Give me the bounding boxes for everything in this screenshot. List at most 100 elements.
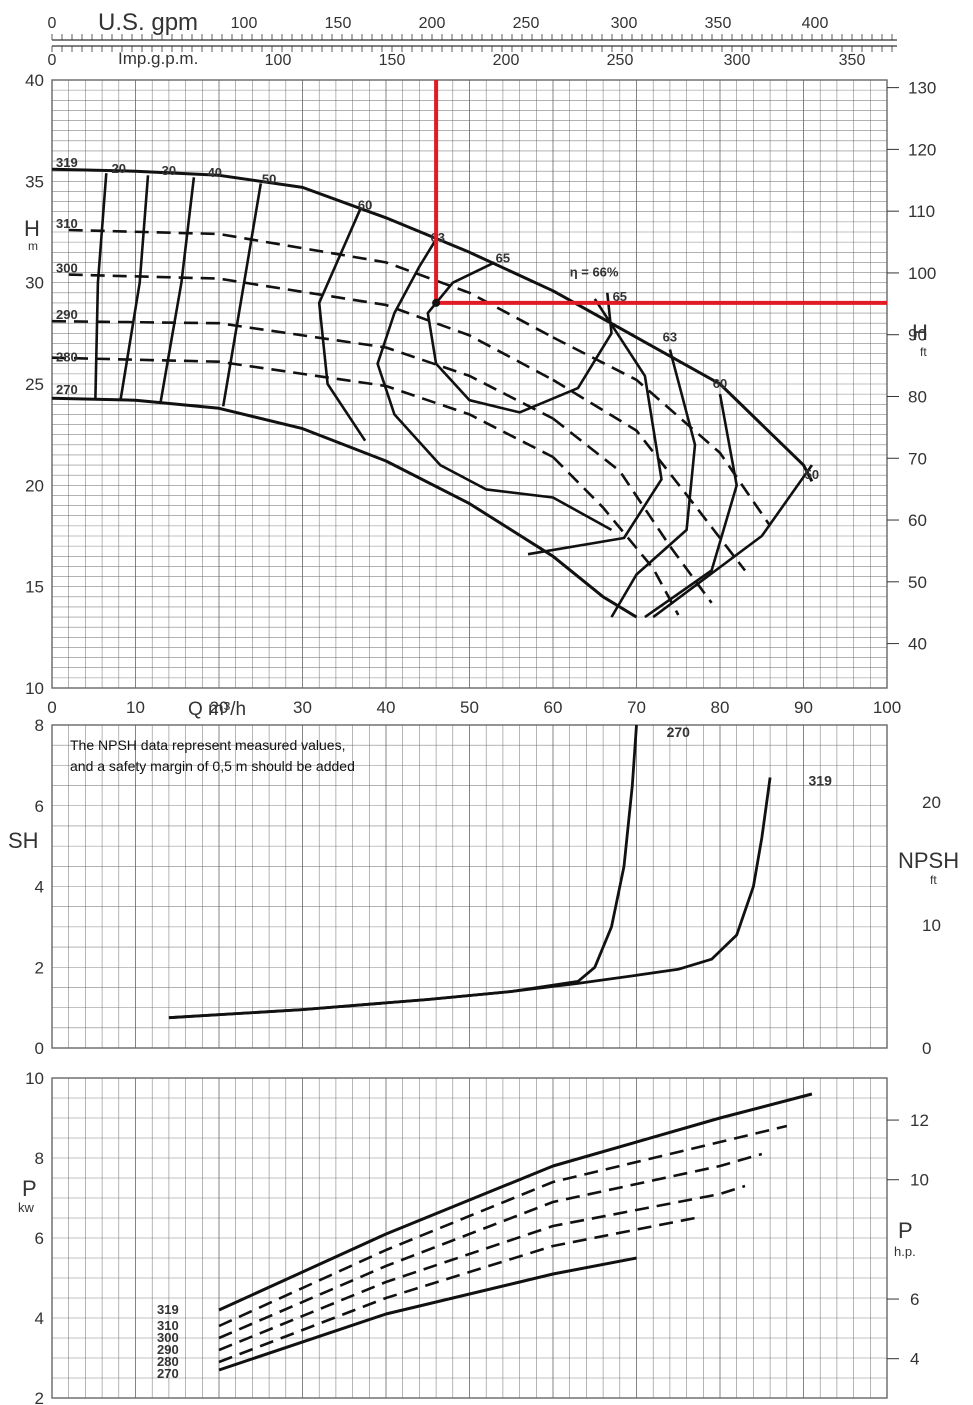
head-ft-tick-label: 100 [908, 264, 936, 283]
head-ft-tick-label: 120 [908, 140, 936, 159]
flow-x-tick: 70 [627, 698, 646, 717]
us-gpm-tick-label: 0 [48, 15, 57, 32]
efficiency-right-label-60: 60 [713, 376, 727, 391]
head-y-label: H [24, 216, 40, 241]
head-ft-tick-label: 110 [908, 202, 935, 221]
efficiency-right-label-63: 63 [663, 329, 677, 344]
head-y-tick: 10 [25, 679, 44, 698]
flow-x-tick: 60 [544, 698, 563, 717]
head-ft-tick-label: 130 [908, 79, 936, 98]
power-y-tick: 2 [35, 1389, 44, 1405]
head-impeller-label-270: 270 [56, 382, 78, 397]
npsh-y-tick: 6 [35, 797, 44, 816]
imp-gpm-tick-label: 350 [839, 52, 866, 69]
efficiency-line-4 [317, 207, 367, 442]
head-y-tick: 40 [25, 71, 44, 90]
npsh-label-270: 270 [667, 724, 691, 740]
power-y-tick: 10 [25, 1069, 44, 1088]
efficiency-line-5 [376, 241, 613, 532]
head-y-unit: m [28, 239, 38, 253]
power-impeller-label-310: 310 [157, 1318, 179, 1333]
power-curve-310 [218, 1124, 788, 1328]
npsh-right-label: NPSH [898, 848, 959, 873]
npsh-y-tick: 2 [35, 958, 44, 977]
flow-x-label: Q m³/h [188, 699, 246, 720]
npsh-y-tick: 4 [35, 878, 44, 897]
head-impeller-label-300: 300 [56, 260, 78, 275]
power-hp-tick-label: 4 [910, 1350, 919, 1369]
efficiency-right-line-3 [652, 464, 813, 619]
us-gpm-tick-label: 400 [802, 15, 829, 32]
head-curve-300 [68, 273, 554, 382]
power-impeller-label-290: 290 [157, 1342, 179, 1357]
flow-x-tick: 80 [711, 698, 730, 717]
imp-gpm-tick-label: 100 [265, 52, 292, 69]
head-dashed-ext-0 [552, 336, 772, 527]
power-hp-tick-label: 12 [910, 1111, 929, 1130]
efficiency-label-60: 60 [358, 198, 372, 213]
efficiency-right-line-2 [644, 393, 738, 619]
power-impeller-label-300: 300 [157, 1330, 179, 1345]
power-curve-319 [218, 1092, 813, 1312]
flow-x-tick: 100 [873, 698, 901, 717]
flow-x-tick: 50 [460, 698, 479, 717]
efficiency-right-label-65: 65 [613, 289, 627, 304]
npsh-note-line1: The NPSH data represent measured values, [70, 737, 345, 753]
us-gpm-tick-label: 300 [611, 15, 638, 32]
npsh-y-tick: 8 [35, 716, 44, 735]
npsh-y-label: SH [8, 828, 39, 853]
curve-layer [51, 167, 814, 1372]
us-gpm-tick-label: 200 [419, 15, 446, 32]
flow-x-tick: 30 [293, 698, 312, 717]
head-y-tick: 15 [25, 578, 44, 597]
power-curve-270 [218, 1256, 637, 1372]
operating-point [432, 298, 441, 307]
head-ft-tick-label: 70 [908, 449, 927, 468]
efficiency-right-line-0 [527, 298, 663, 556]
us-gpm-tick-label: 100 [231, 15, 258, 32]
efficiency-peak-label: η = 66% [570, 265, 619, 280]
power-hp-tick-label: 10 [910, 1171, 929, 1190]
head-y-tick: 25 [25, 375, 44, 394]
efficiency-right-line-1 [610, 349, 697, 618]
head-ft-tick-label: 80 [908, 387, 927, 406]
head-curve-270 [51, 396, 638, 619]
head-dashed-ext-2 [552, 417, 713, 604]
power-right-unit: h.p. [894, 1244, 916, 1259]
head-ft-tick-label: 90 [908, 326, 927, 345]
power-impeller-label-280: 280 [157, 1354, 179, 1369]
flow-x-tick: 40 [377, 698, 396, 717]
npsh-ft-tick-label: 10 [922, 916, 941, 935]
power-y-unit: kw [18, 1200, 35, 1215]
power-y-tick: 4 [35, 1309, 44, 1328]
head-dashed-ext-3 [552, 456, 680, 616]
us-gpm-tick-label: 250 [513, 15, 540, 32]
efficiency-right-label-50: 50 [805, 467, 819, 482]
head-impeller-label-290: 290 [56, 307, 78, 322]
head-ft-tick-label: 40 [908, 635, 927, 654]
head-y-tick: 30 [25, 274, 44, 293]
power-right-label: P [898, 1218, 913, 1243]
power-y-label: P [22, 1176, 37, 1201]
head-right-unit: ft [920, 345, 927, 359]
efficiency-label-20: 20 [112, 161, 126, 176]
efficiency-line-3 [221, 183, 263, 407]
flow-x-tick: 10 [126, 698, 145, 717]
head-y-tick: 35 [25, 172, 44, 191]
efficiency-line-1 [119, 175, 150, 401]
npsh-ft-tick-label: 20 [922, 793, 941, 812]
efficiency-label-30: 30 [162, 163, 176, 178]
npsh-ft-tick-label: 0 [922, 1039, 931, 1058]
npsh-label-319: 319 [809, 773, 833, 789]
flow-x-tick: 90 [794, 698, 813, 717]
head-curve-319 [51, 167, 814, 482]
imp-gpm-tick-label: 250 [607, 52, 634, 69]
us-gpm-tick-label: 150 [325, 15, 352, 32]
power-curve-280 [218, 1216, 696, 1364]
power-curve-290 [218, 1184, 746, 1352]
power-y-tick: 6 [35, 1229, 44, 1248]
head-ft-tick-label: 50 [908, 573, 927, 592]
efficiency-line-6 [426, 261, 613, 414]
head-y-tick: 20 [25, 476, 44, 495]
imp-gpm-tick-label: 200 [493, 52, 520, 69]
